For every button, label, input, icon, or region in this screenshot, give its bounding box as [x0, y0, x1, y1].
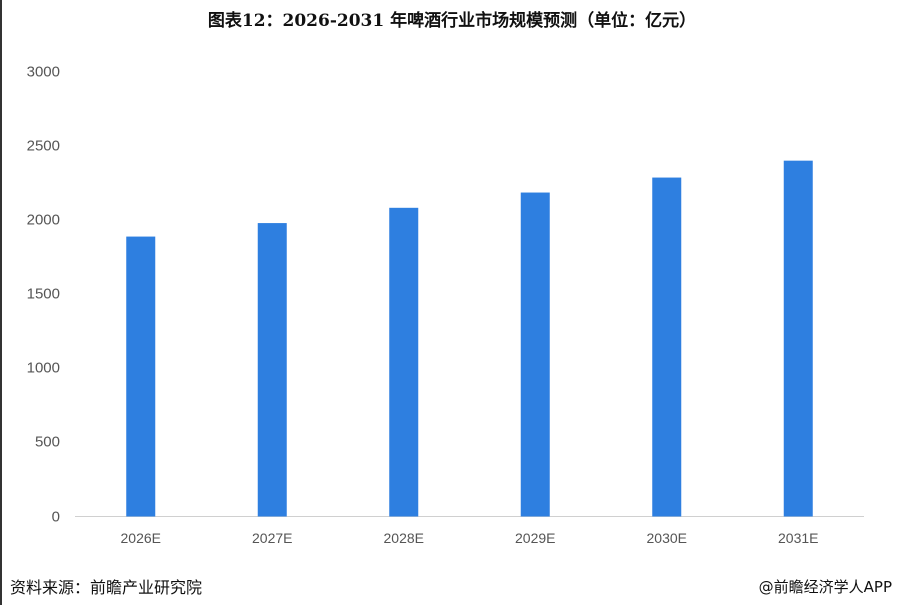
chart-title: 图表12：2026-2031 年啤酒行业市场规模预测（单位：亿元） [207, 11, 697, 31]
bar-2029E [520, 192, 550, 517]
x-tick-label: 2026E [120, 530, 161, 546]
bar-2027E [257, 223, 287, 517]
x-tick-label: 2031E [778, 530, 819, 546]
y-tick-label: 2500 [26, 137, 60, 155]
x-tick-label: 2027E [252, 530, 293, 546]
y-tick-label: 1500 [26, 285, 60, 303]
source-note: 资料来源：前瞻产业研究院 [10, 578, 203, 597]
y-tick-label: 2000 [26, 211, 60, 229]
y-tick-label: 0 [51, 508, 60, 525]
bar-2031E [783, 160, 813, 517]
y-tick-label: 500 [34, 433, 60, 451]
credit-note: @前瞻经济学人APP [758, 578, 892, 596]
x-tick-label: 2028E [383, 530, 424, 546]
bar-2030E [652, 177, 682, 517]
y-tick-label: 3000 [26, 63, 60, 81]
y-tick-label: 1000 [26, 359, 60, 377]
x-tick-label: 2029E [515, 530, 556, 546]
bar-2026E [126, 236, 156, 517]
bar-2028E [389, 207, 419, 517]
x-tick-label: 2030E [646, 530, 687, 546]
